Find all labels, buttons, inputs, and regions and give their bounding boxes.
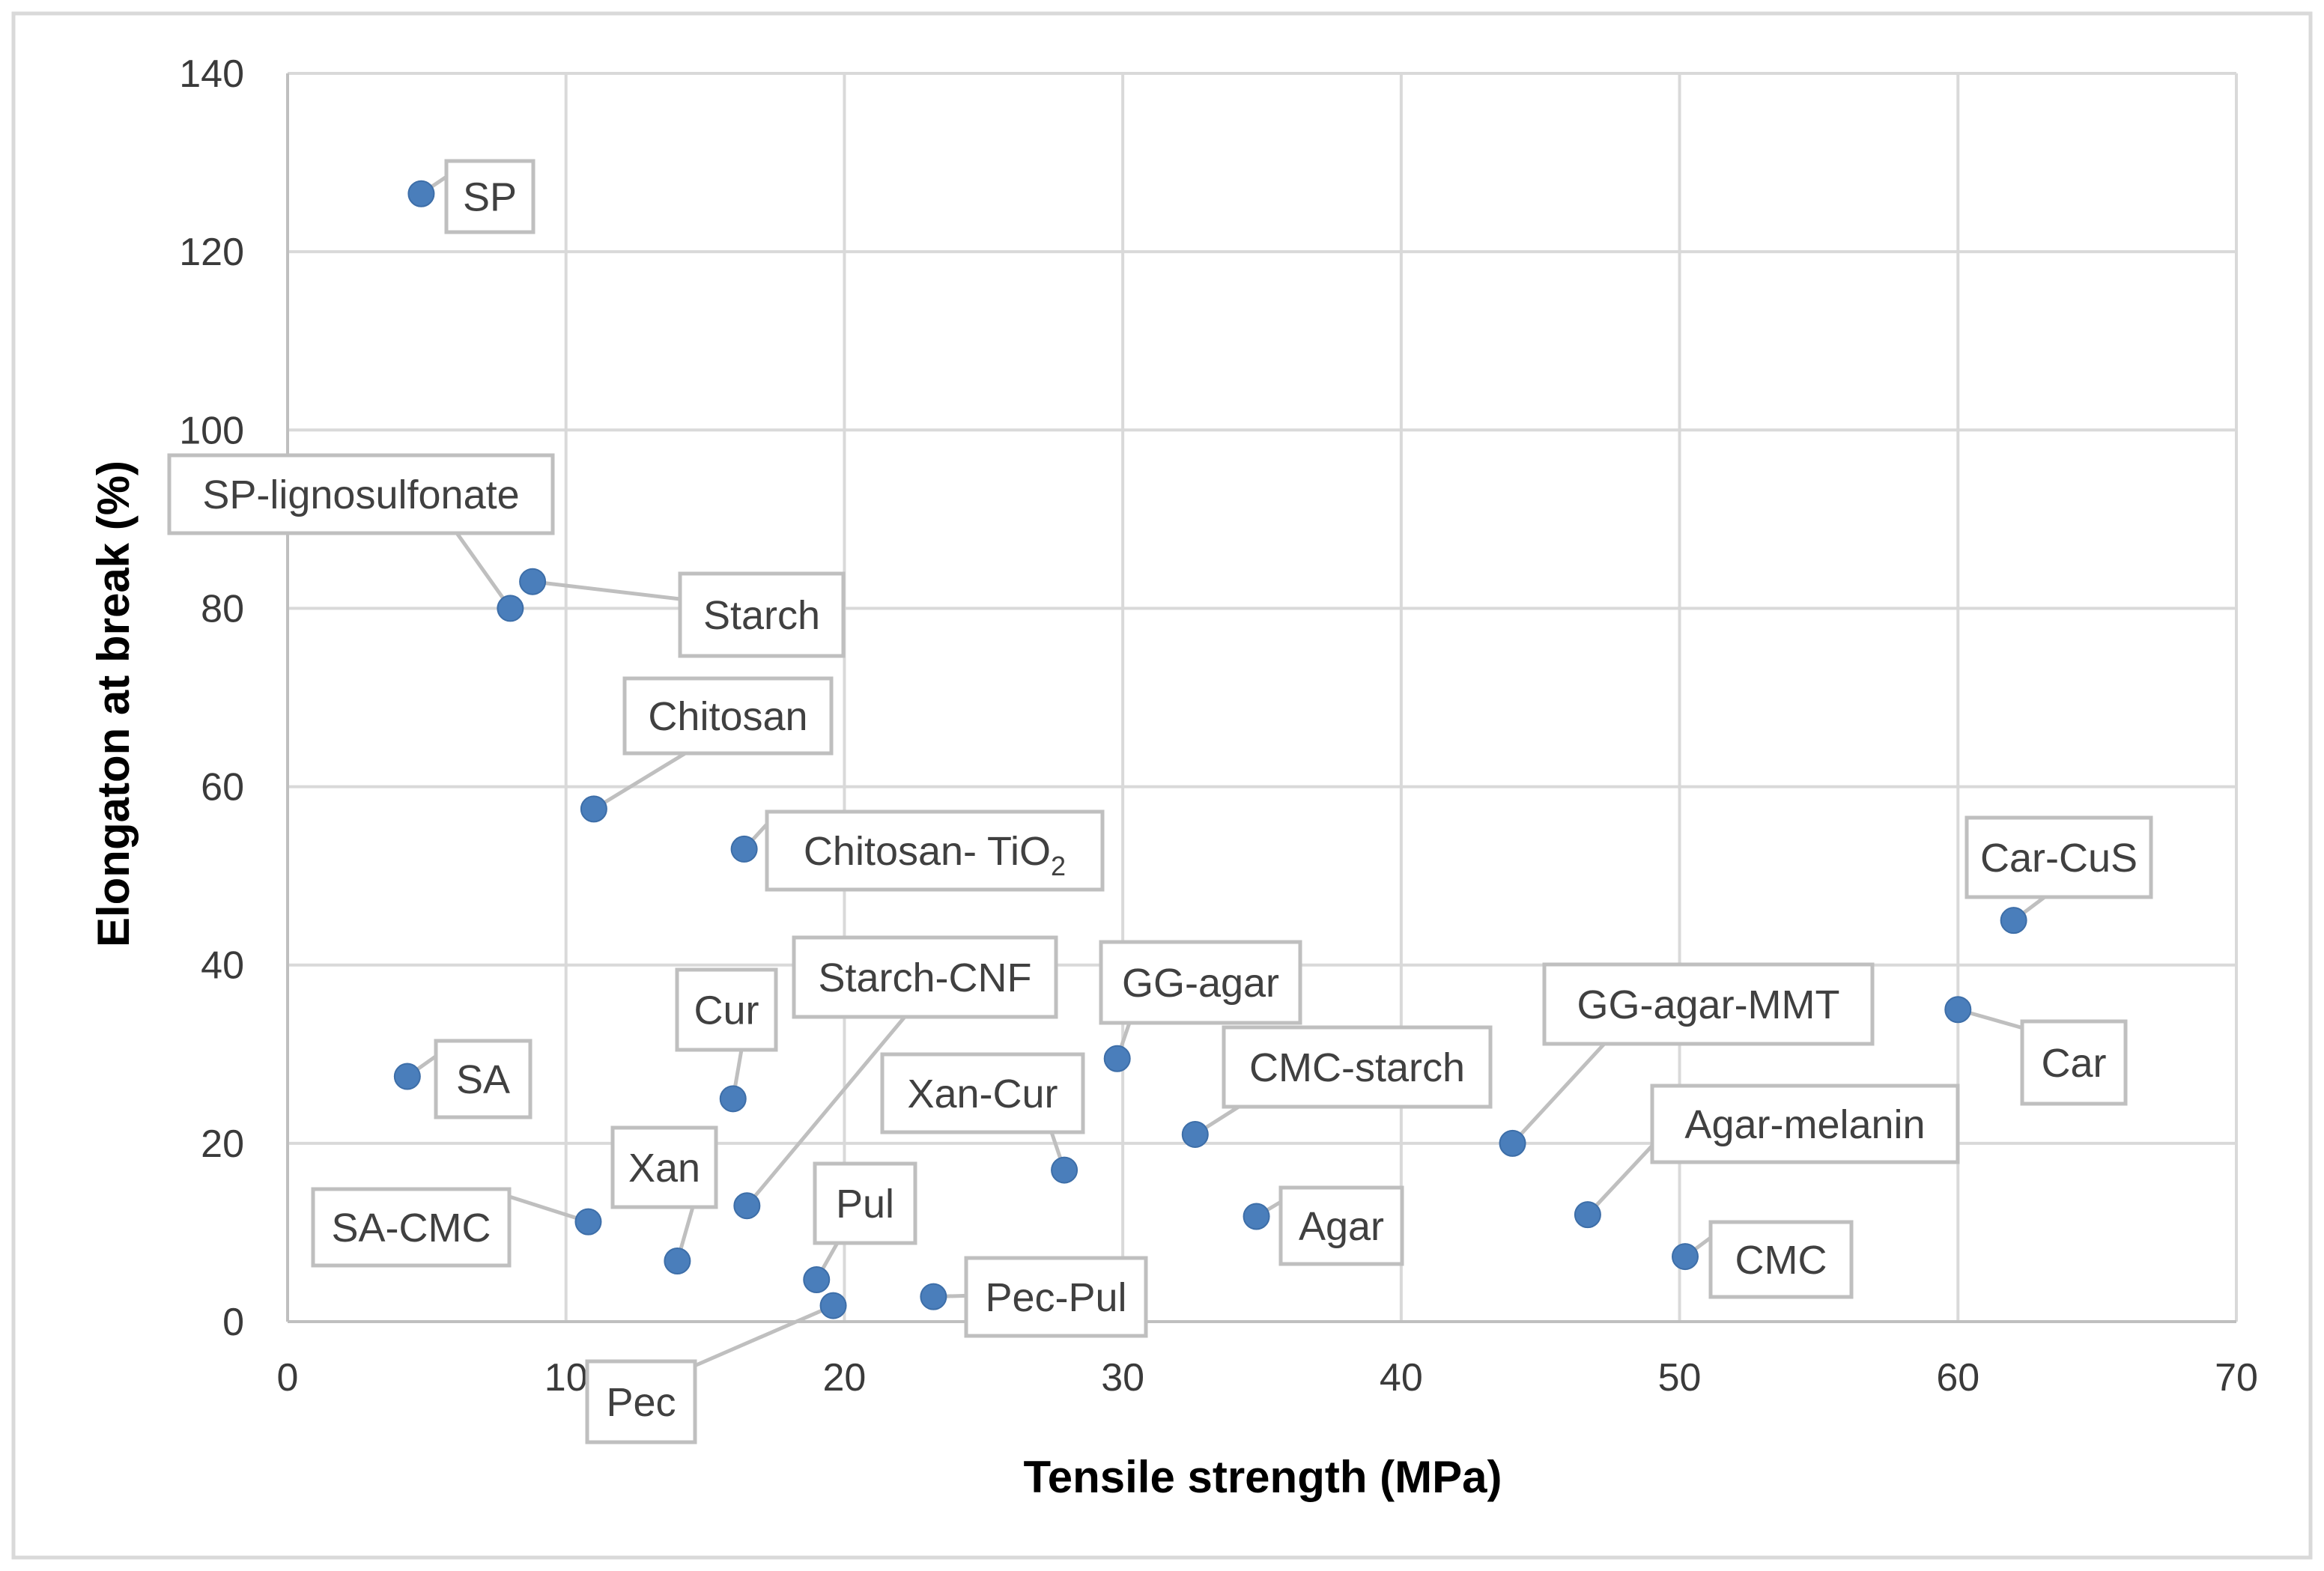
callout-leader — [687, 1304, 834, 1371]
data-point — [730, 835, 758, 863]
data-label-box — [678, 571, 846, 658]
x-tick-label: 50 — [1658, 1356, 1702, 1400]
data-label-box — [444, 159, 536, 234]
data-label: Agar — [1299, 1204, 1384, 1249]
data-point — [519, 568, 547, 595]
data-label-box — [1099, 940, 1302, 1025]
data-label-box — [1708, 1220, 1854, 1299]
data-point — [664, 1248, 691, 1275]
data-point — [1181, 1120, 1209, 1148]
data-label-box — [311, 1187, 512, 1268]
data-label: Pec-Pul — [985, 1275, 1126, 1320]
data-label: Chitosan — [648, 694, 807, 739]
callout-leader — [592, 751, 687, 811]
data-label: Car — [2041, 1041, 2106, 1086]
data-label: SP — [463, 175, 517, 220]
tick-labels: 0 10 20 30 40 50 60 70 0 20 40 60 80 100 120 140 — [179, 52, 2258, 1400]
callout-leader — [532, 580, 681, 601]
data-label-box — [622, 676, 834, 756]
data-point — [1103, 1045, 1131, 1072]
y-tick-label: 40 — [201, 944, 244, 988]
data-label-box — [610, 1125, 718, 1209]
x-tick-label: 0 — [277, 1356, 299, 1400]
data-point — [1051, 1156, 1078, 1184]
callout-leader — [745, 1015, 906, 1207]
data-label: SA — [456, 1057, 510, 1102]
data-label-box — [792, 935, 1058, 1019]
data-label-box — [1278, 1185, 1404, 1266]
x-axis-title: Tensile strength (MPa) — [1024, 1452, 1502, 1502]
data-label-box — [167, 453, 555, 535]
data-label: SP-lignosulfonate — [202, 472, 519, 517]
data-label: GG-agar — [1122, 961, 1279, 1006]
data-labels: SP SP-lignosulfonate Starch Chitosan Chitosa… — [167, 159, 2153, 1444]
data-point — [1944, 996, 1972, 1024]
data-label: Car-CuS — [1980, 836, 2138, 881]
data-label: Starch-CNF — [818, 955, 1031, 1000]
x-tick-label: 10 — [544, 1356, 588, 1400]
data-label-box — [880, 1052, 1085, 1134]
data-point — [920, 1283, 947, 1310]
data-point — [1574, 1201, 1601, 1229]
data-point — [407, 180, 435, 207]
y-tick-label: 100 — [179, 409, 244, 452]
data-label-box — [1222, 1025, 1493, 1109]
data-label: Xan-Cur — [907, 1072, 1058, 1116]
x-tick-label: 70 — [2215, 1356, 2258, 1400]
data-label-box — [1650, 1084, 1960, 1164]
x-tick-label: 30 — [1101, 1356, 1144, 1400]
callout-leader — [1511, 1042, 1606, 1145]
y-tick-label: 20 — [201, 1122, 244, 1166]
data-label: Pec — [606, 1380, 676, 1425]
data-point — [803, 1266, 831, 1294]
data-label: Starch — [703, 593, 820, 638]
data-points — [393, 180, 2027, 1319]
data-point — [497, 595, 524, 622]
data-label: Pul — [836, 1182, 894, 1227]
y-tick-label: 0 — [222, 1301, 244, 1344]
data-point — [1499, 1129, 1526, 1157]
data-point — [393, 1063, 421, 1090]
data-label-box — [765, 809, 1105, 892]
data-point — [1243, 1203, 1270, 1230]
data-label: Xan — [628, 1146, 700, 1191]
data-label: CMC-starch — [1249, 1045, 1465, 1090]
data-label-box — [813, 1161, 917, 1245]
data-point — [733, 1192, 761, 1220]
data-label: GG-agar-MMT — [1577, 982, 1840, 1027]
data-label-box — [585, 1359, 697, 1444]
chart-border — [11, 11, 2313, 1560]
data-label: Cur — [694, 988, 759, 1033]
x-tick-label: 20 — [823, 1356, 867, 1400]
data-point — [1672, 1243, 1699, 1271]
data-label-box — [434, 1039, 533, 1119]
data-label-box — [1542, 962, 1875, 1046]
y-tick-label: 60 — [201, 766, 244, 809]
data-label-box — [964, 1256, 1148, 1338]
data-point — [2000, 907, 2027, 935]
data-label: Chitosan- TiO2 — [804, 829, 1066, 881]
axes — [286, 73, 2236, 1323]
data-label: CMC — [1735, 1238, 1827, 1283]
callout-leader — [509, 1194, 589, 1224]
data-point — [719, 1085, 747, 1113]
data-label-box — [675, 967, 778, 1052]
x-tick-label: 60 — [1936, 1356, 1979, 1400]
data-point — [580, 795, 607, 823]
data-label: Agar-melanin — [1684, 1102, 1925, 1147]
y-axis-title: Elongaton at break (%) — [88, 461, 139, 947]
x-tick-label: 40 — [1380, 1356, 1423, 1400]
data-label-box — [2020, 1019, 2128, 1106]
data-label: SA-CMC — [332, 1206, 491, 1251]
y-tick-label: 120 — [179, 231, 244, 274]
data-point — [819, 1292, 847, 1319]
y-tick-label: 80 — [201, 587, 244, 630]
callout-leader — [455, 532, 512, 610]
y-tick-label: 140 — [179, 52, 244, 96]
callout-leader — [1586, 1144, 1654, 1216]
data-point — [574, 1208, 602, 1236]
data-label-box — [1965, 815, 2153, 899]
